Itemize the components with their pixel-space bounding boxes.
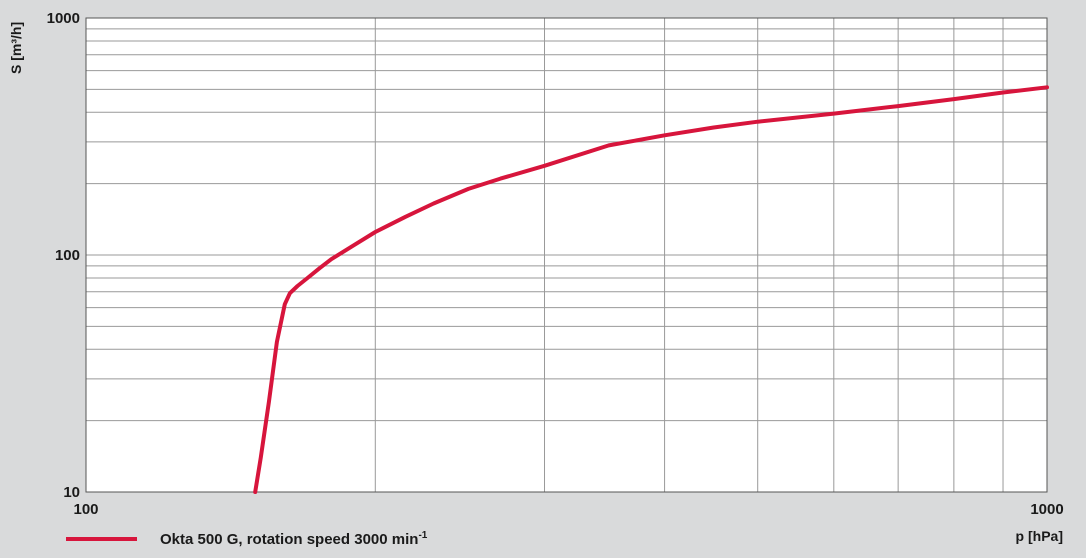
x-tick-label: 100 [73, 501, 98, 518]
plot-border [85, 17, 1048, 493]
y-tick-label: 10 [63, 484, 80, 501]
series-line [253, 85, 1049, 494]
x-tick-label: 1000 [1030, 501, 1063, 518]
y-tick-label: 100 [55, 247, 80, 264]
grid-lines [85, 17, 1048, 493]
legend-entry: Okta 500 G, rotation speed 3000 min-1 [160, 530, 428, 548]
x-axis-label: p [hPa] [1016, 528, 1063, 544]
y-tick-label: 1000 [47, 10, 80, 27]
series-layer [253, 85, 1049, 494]
y-axis-label: S [m³/h] [8, 22, 24, 74]
